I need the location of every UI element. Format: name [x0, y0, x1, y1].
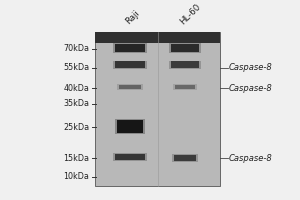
Text: Caspase-8: Caspase-8 — [229, 84, 273, 93]
Bar — [169, 43, 201, 53]
Bar — [174, 155, 196, 161]
Text: 55kDa: 55kDa — [63, 63, 89, 72]
Bar — [113, 153, 147, 161]
Text: 10kDa: 10kDa — [63, 172, 89, 181]
Text: Caspase-8: Caspase-8 — [229, 63, 273, 72]
Text: Caspase-8: Caspase-8 — [229, 154, 273, 163]
Bar — [117, 84, 143, 90]
Bar — [173, 84, 197, 90]
Bar — [115, 61, 145, 68]
Bar — [115, 119, 145, 134]
Text: 15kDa: 15kDa — [63, 154, 89, 163]
Text: 70kDa: 70kDa — [63, 44, 89, 53]
Text: 25kDa: 25kDa — [63, 123, 89, 132]
Bar — [169, 61, 201, 69]
Text: 40kDa: 40kDa — [63, 84, 89, 93]
Bar — [95, 32, 220, 43]
Bar — [117, 120, 143, 133]
Text: Raji: Raji — [124, 9, 141, 26]
Bar — [119, 85, 141, 89]
Bar — [171, 44, 199, 52]
Bar — [172, 154, 198, 162]
Bar — [175, 85, 195, 89]
Bar — [171, 61, 199, 68]
Text: 35kDa: 35kDa — [63, 99, 89, 108]
Text: HL-60: HL-60 — [178, 2, 203, 26]
Bar — [95, 32, 220, 186]
Bar — [115, 154, 145, 160]
Bar — [115, 44, 145, 52]
Bar — [113, 43, 147, 53]
Bar — [113, 61, 147, 69]
